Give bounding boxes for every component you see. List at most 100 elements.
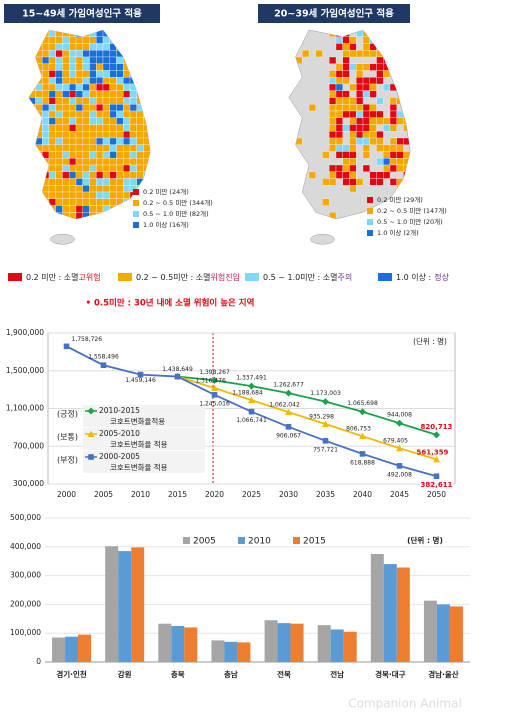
bar <box>184 627 198 662</box>
legend-status: 주의 <box>337 272 352 282</box>
map-region <box>129 178 137 186</box>
map-region <box>48 205 56 213</box>
map-region <box>129 83 137 91</box>
map-region <box>369 63 377 71</box>
map-region <box>28 164 29 172</box>
map-region <box>69 158 77 166</box>
map-region <box>35 198 43 206</box>
map-region <box>28 77 36 85</box>
map-region <box>329 90 337 98</box>
map-region <box>396 185 404 193</box>
map-region <box>55 83 63 91</box>
map-region <box>383 56 391 64</box>
map-region <box>308 171 316 179</box>
map-region <box>288 50 289 58</box>
map-region <box>75 43 83 51</box>
bar <box>330 629 344 662</box>
map-region <box>349 104 357 112</box>
map-region <box>362 83 370 91</box>
map-region <box>75 56 83 64</box>
map-region <box>42 178 50 186</box>
bar <box>105 546 119 662</box>
map-region <box>28 43 29 51</box>
map-region <box>82 198 90 206</box>
unit-label: (단위 : 명) <box>407 535 443 545</box>
map-region <box>389 124 397 132</box>
map-region <box>335 30 343 37</box>
x-tick-label: 경기·인천 <box>56 669 87 679</box>
map-region <box>42 90 50 98</box>
map-region <box>136 30 144 37</box>
map-region <box>109 191 117 199</box>
map-region <box>335 124 343 132</box>
map-region <box>28 63 29 71</box>
map-region <box>102 144 110 152</box>
map-region <box>362 151 370 159</box>
map-region <box>322 198 330 206</box>
map-region <box>389 104 397 112</box>
map-region <box>109 110 117 118</box>
y-tick-label: 100,000 <box>10 628 41 637</box>
marker <box>285 408 292 416</box>
map-region <box>349 164 357 172</box>
map-region <box>302 50 310 58</box>
map-region <box>109 63 117 71</box>
map-region <box>362 90 370 98</box>
map-region <box>102 63 110 71</box>
map-region <box>129 56 137 64</box>
map-region <box>136 158 144 166</box>
map-region <box>376 110 384 118</box>
map-region <box>89 56 97 64</box>
map-region <box>129 97 137 105</box>
y-tick-label: 1,100,000 <box>6 404 44 413</box>
map-region <box>349 137 357 145</box>
map-region <box>389 36 397 44</box>
map-region <box>42 185 50 193</box>
map-region <box>75 171 83 179</box>
map-region <box>42 191 50 199</box>
x-tick-label: 2020 <box>205 490 224 499</box>
map-region <box>28 63 36 71</box>
map-region <box>349 50 357 58</box>
marker <box>396 419 403 427</box>
map-region <box>35 144 43 152</box>
map-region <box>55 36 63 44</box>
map-region <box>75 77 83 85</box>
map-region <box>123 205 131 213</box>
map-region <box>335 117 343 125</box>
map-region <box>322 178 330 186</box>
map-region <box>96 191 104 199</box>
map-region <box>123 124 131 132</box>
map-region <box>335 104 343 112</box>
map-region <box>410 178 411 186</box>
legend-swatch <box>8 273 22 281</box>
map-region <box>116 83 124 91</box>
map-region <box>376 158 384 166</box>
bar <box>290 623 304 662</box>
map-region <box>129 30 137 37</box>
map-region <box>150 77 151 85</box>
map-region <box>123 178 131 186</box>
marker <box>322 420 329 428</box>
legend-box <box>83 405 205 427</box>
map-region <box>383 30 391 37</box>
map-region <box>48 124 56 132</box>
map-region <box>362 117 370 125</box>
map-region <box>288 90 289 98</box>
bar <box>370 554 384 662</box>
map-region <box>28 30 36 37</box>
bar <box>52 637 66 662</box>
map-region <box>123 50 131 58</box>
legend-label: 1.0 이상 : 정상 <box>396 272 450 282</box>
map-region <box>102 158 110 166</box>
map-region <box>96 97 104 105</box>
map-title: 15~49세 가임여성인구 적용 <box>22 8 142 20</box>
map-region <box>116 50 124 58</box>
map-region <box>48 164 56 172</box>
map-region <box>150 97 151 105</box>
map-region <box>109 171 117 179</box>
map-region <box>116 77 124 85</box>
map-region <box>410 30 411 37</box>
map-region <box>89 110 97 118</box>
map-region <box>356 83 364 91</box>
